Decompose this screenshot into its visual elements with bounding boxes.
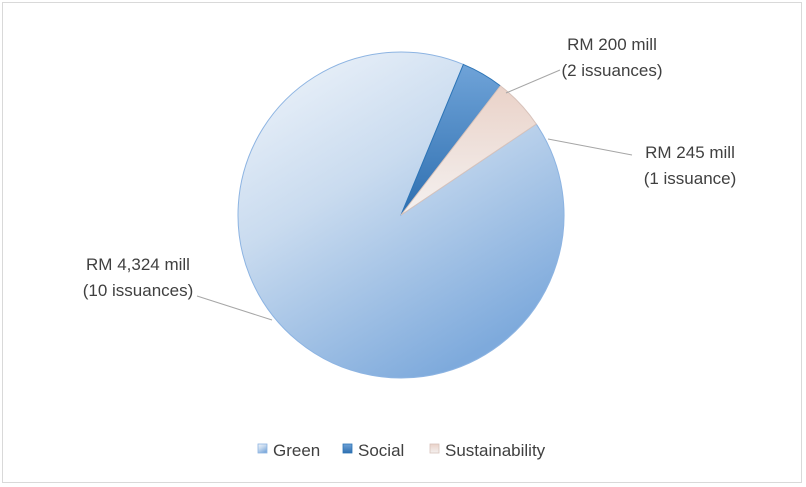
data-label-green-value: RM 4,324 mill: [86, 255, 190, 274]
legend-item-green-label: Green: [273, 441, 320, 460]
data-label-social-issuances: (2 issuances): [561, 61, 662, 80]
data-label-social-value: RM 200 mill: [567, 35, 657, 54]
data-label-green-issuances: (10 issuances): [83, 281, 194, 300]
slice-green: [237, 51, 565, 379]
legend: Green Social Sustainability: [257, 441, 546, 460]
legend-item-green-swatch: [257, 443, 268, 454]
legend-item-social-swatch: [342, 443, 353, 454]
legend-item-social-label: Social: [358, 441, 404, 460]
leader-line-green: [196, 295, 273, 321]
legend-item-sustainability: Sustainability: [429, 441, 546, 460]
leader-lines-layer: [196, 69, 633, 321]
leader-line-social: [505, 69, 561, 94]
slices-layer: [237, 51, 565, 379]
legend-item-social: Social: [342, 441, 404, 460]
data-label-sustainability-value: RM 245 mill: [645, 143, 735, 162]
leader-line-sustainability: [547, 138, 633, 156]
data-labels-layer: RM 4,324 mill (10 issuances) RM 200 mill (2…: [83, 35, 737, 300]
legend-item-sustainability-swatch: [429, 443, 440, 454]
data-label-sustainability-issuances: (1 issuance): [644, 169, 737, 188]
slice-sustainability: [400, 85, 537, 216]
legend-item-sustainability-label: Sustainability: [445, 441, 546, 460]
legend-item-green: Green: [257, 441, 320, 460]
